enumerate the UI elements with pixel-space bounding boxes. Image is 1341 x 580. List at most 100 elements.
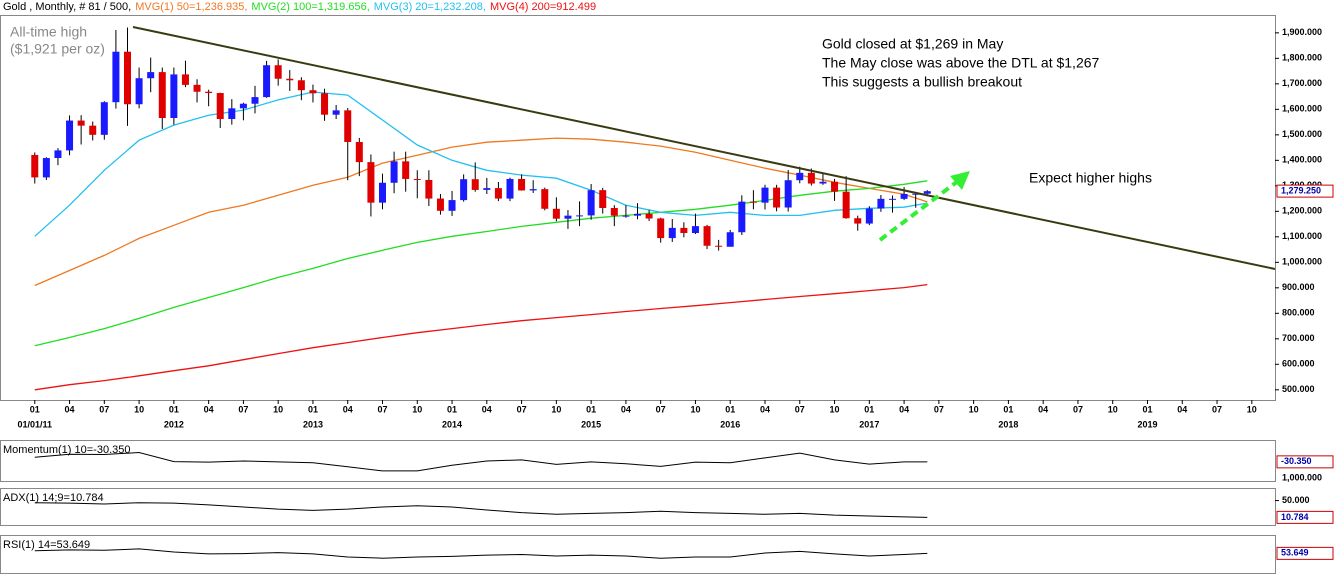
- candle-body: [170, 74, 178, 119]
- legend-entry: MVG(4) 200=912.499: [490, 1, 596, 13]
- x-tick-label: 01: [864, 404, 874, 414]
- x-tick-label: 04: [204, 404, 214, 414]
- x-tick-label: 04: [899, 404, 909, 414]
- candle-body: [216, 93, 224, 120]
- candle-body: [599, 190, 607, 209]
- y-tick-label: 800.000: [1282, 308, 1315, 318]
- x-tick-label: 01: [308, 404, 318, 414]
- x-tick-label: 07: [1073, 404, 1083, 414]
- candle-body: [877, 198, 885, 209]
- plot-area: 1,900.000 1,800.000 1,700.000 1,600.000 1,50…: [3, 27, 1334, 560]
- candle-body: [761, 187, 769, 203]
- price-box: [1276, 184, 1334, 198]
- candle-body: [309, 90, 317, 94]
- candle-body: [54, 150, 62, 159]
- x-tick-label: 10: [134, 404, 144, 414]
- candle-body: [865, 208, 873, 224]
- annotation: ($1,921 per oz): [10, 41, 105, 57]
- annotation: Gold closed at $1,269 in May: [822, 36, 1003, 52]
- y-tick-label: 600.000: [1282, 359, 1315, 369]
- candle-body: [135, 78, 143, 105]
- candle-body: [193, 84, 201, 92]
- candle-body: [529, 189, 537, 191]
- value-box: [1276, 455, 1334, 469]
- candle-body: [321, 93, 329, 115]
- candle-body: [622, 215, 630, 217]
- x-tick-label: 01: [725, 404, 735, 414]
- candle-body: [228, 108, 236, 120]
- candle-body: [518, 178, 526, 191]
- candle-body: [181, 74, 189, 85]
- candle-body: [344, 110, 352, 142]
- candle-body: [158, 72, 166, 119]
- indicator-title: Momentum(1) 10=-30.350: [3, 444, 130, 456]
- x-tick-label: 10: [690, 404, 700, 414]
- candle-body: [402, 161, 410, 179]
- x-tick-label: 01: [586, 404, 596, 414]
- indicator-title: ADX(1) 14;9=10.784: [3, 492, 104, 504]
- candle-body: [413, 178, 421, 180]
- candle-body: [379, 182, 386, 203]
- panel-frame: [0, 535, 1276, 574]
- x-tick-label: 07: [99, 404, 109, 414]
- candle-body: [634, 213, 641, 216]
- candle-body: [448, 200, 456, 211]
- arrow: [878, 179, 960, 242]
- x-tick-label: 07: [795, 404, 805, 414]
- candle-body: [854, 218, 862, 224]
- candle-body: [31, 154, 39, 178]
- y-tick-label: 50.000: [1282, 495, 1310, 505]
- x-tick-label: 04: [760, 404, 770, 414]
- y-tick-label: 1,500.000: [1282, 129, 1322, 139]
- x-year-label: 2014: [442, 419, 462, 429]
- candle-body: [112, 51, 120, 103]
- candle-body: [483, 188, 491, 190]
- value-box: [1276, 510, 1334, 524]
- candle-body: [900, 193, 908, 199]
- candle-body: [552, 208, 560, 219]
- candle-body: [494, 188, 502, 199]
- candle-body: [726, 232, 734, 247]
- panel-frame: [0, 440, 1276, 482]
- candle-body: [239, 103, 247, 109]
- candle-body: [251, 97, 259, 104]
- candle-body: [889, 198, 896, 200]
- y-tick-label: 1,600.000: [1282, 104, 1322, 114]
- candle-body: [460, 179, 468, 201]
- x-tick-label: 07: [517, 404, 527, 414]
- candle-body: [784, 180, 792, 208]
- candle-body: [332, 110, 340, 115]
- candle-body: [645, 213, 653, 219]
- candle-body: [912, 193, 920, 195]
- indicator-title: RSI(1) 14=53.649: [3, 539, 90, 551]
- header: Gold , Monthly, # 81 / 500, MVG(1) 50=1,2…: [3, 1, 596, 13]
- candle-body: [610, 208, 618, 216]
- price-label: 1,279.250: [1281, 185, 1321, 195]
- indicator-line: [34, 451, 928, 472]
- x-tick-label: 01: [447, 404, 457, 414]
- candle-body: [436, 198, 444, 211]
- x-tick-label: 04: [1038, 404, 1048, 414]
- x-year-label: 2013: [303, 419, 323, 429]
- candle-body: [89, 125, 97, 135]
- x-tick-label: 10: [551, 404, 561, 414]
- candle-body: [367, 162, 375, 203]
- candle-body: [691, 226, 699, 233]
- y-tick-label: 700.000: [1282, 333, 1315, 343]
- x-tick-label: 10: [1247, 404, 1257, 414]
- candle-body: [842, 191, 850, 219]
- value-label: 10.784: [1281, 512, 1309, 522]
- x-year-label: 01/01/11: [17, 419, 52, 429]
- candle-body: [425, 179, 433, 199]
- candle-body: [263, 65, 271, 98]
- y-tick-label: 1,700.000: [1282, 78, 1322, 88]
- x-tick-label: 01: [30, 404, 40, 414]
- candle-body: [807, 172, 815, 184]
- candle-body: [831, 181, 839, 192]
- candle-body: [100, 102, 108, 135]
- annotation: This suggests a bullish breakout: [822, 74, 1022, 90]
- candle-body: [738, 201, 746, 233]
- x-tick-label: 01: [1003, 404, 1013, 414]
